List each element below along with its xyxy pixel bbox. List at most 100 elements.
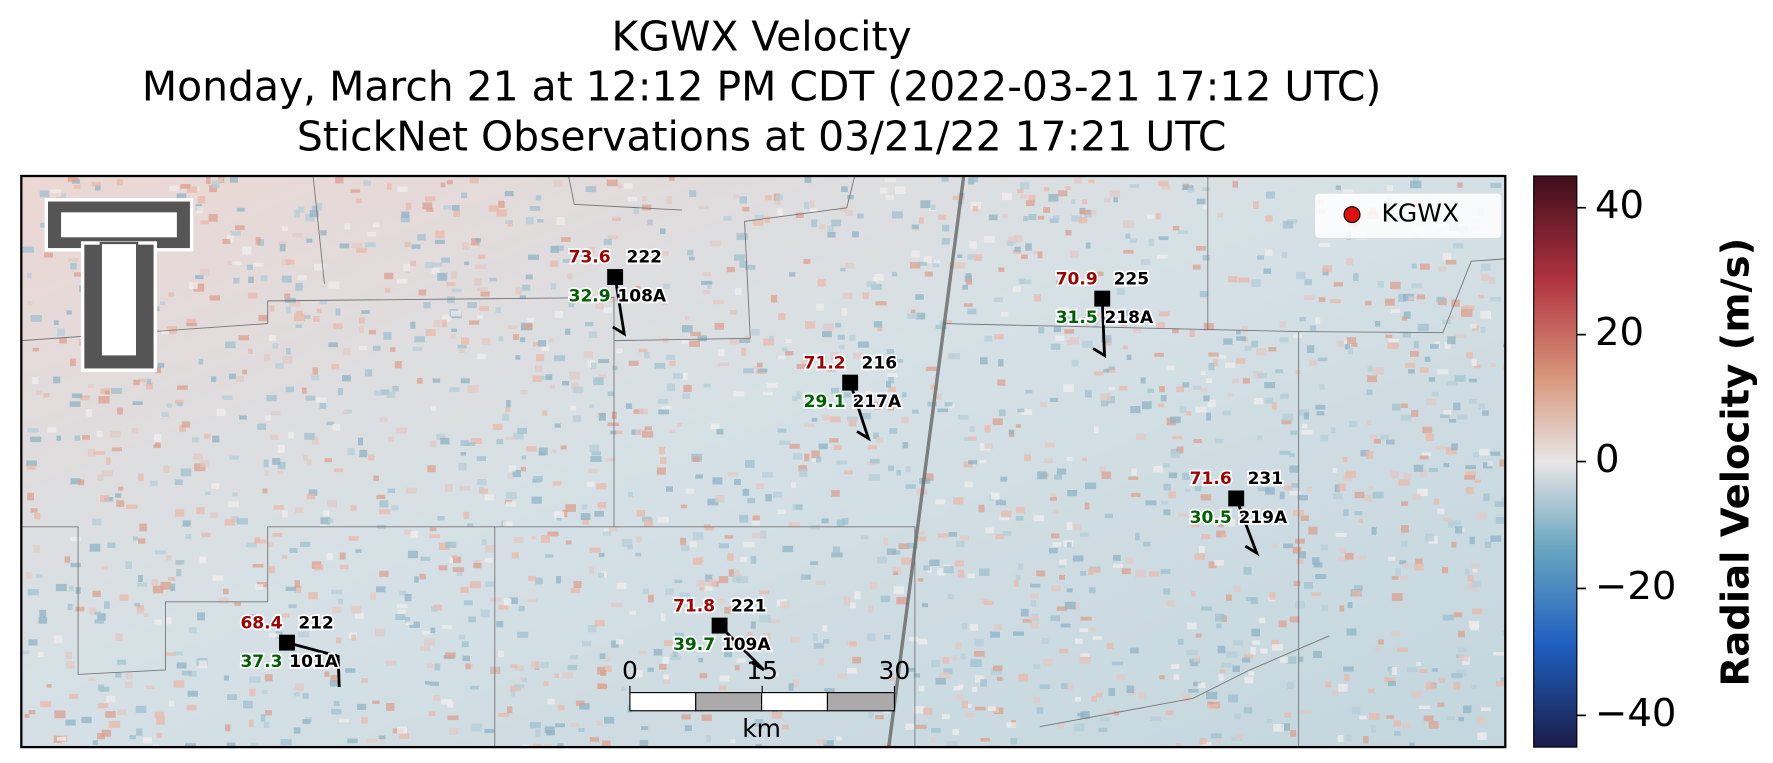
speckle <box>1354 491 1365 499</box>
speckle <box>1111 661 1124 666</box>
speckle <box>1303 412 1310 420</box>
speckle <box>330 674 338 682</box>
speckle <box>1175 743 1181 748</box>
speckle <box>1480 273 1489 282</box>
speckle <box>1084 502 1090 510</box>
speckle <box>74 435 81 441</box>
speckle <box>1442 517 1452 522</box>
speckle <box>86 409 93 417</box>
speckle <box>432 378 441 383</box>
speckle <box>1089 312 1099 318</box>
speckle <box>195 274 204 280</box>
speckle <box>1058 563 1065 569</box>
speckle <box>1411 283 1423 289</box>
speckle <box>532 375 542 382</box>
speckle <box>502 413 510 421</box>
speckle <box>105 390 110 395</box>
speckle <box>521 455 527 460</box>
speckle <box>739 339 751 343</box>
speckle <box>513 536 524 544</box>
speckle <box>508 465 516 472</box>
speckle <box>1409 351 1419 357</box>
speckle <box>519 337 526 343</box>
speckle <box>294 585 302 593</box>
speckle <box>964 275 972 283</box>
speckle <box>332 606 342 613</box>
speckle <box>1050 615 1061 622</box>
speckle <box>1088 179 1095 184</box>
speckle <box>994 624 1003 631</box>
speckle <box>1349 421 1358 428</box>
speckle <box>888 676 895 681</box>
speckle <box>1050 493 1057 498</box>
speckle <box>923 565 931 571</box>
speckle <box>225 724 231 732</box>
speckle <box>27 428 39 433</box>
speckle <box>957 569 965 578</box>
speckle <box>611 602 623 608</box>
speckle <box>1215 438 1224 444</box>
speckle <box>397 186 408 192</box>
speckle <box>1168 472 1178 479</box>
speckle <box>504 191 514 197</box>
speckle <box>498 604 509 610</box>
speckle <box>1057 722 1064 729</box>
speckle <box>75 606 85 612</box>
speckle <box>1232 181 1238 188</box>
speckle <box>272 532 283 537</box>
speckle <box>772 491 783 498</box>
speckle <box>1334 484 1341 493</box>
speckle <box>863 396 873 401</box>
speckle <box>227 260 236 266</box>
speckle <box>1367 365 1373 373</box>
speckle <box>70 263 77 270</box>
speckle <box>1391 575 1399 580</box>
speckle <box>1193 654 1200 662</box>
speckle <box>1129 238 1138 243</box>
speckle <box>485 544 495 553</box>
speckle <box>1228 694 1239 703</box>
speckle <box>833 445 842 451</box>
speckle <box>734 569 741 578</box>
speckle <box>540 661 549 669</box>
speckle <box>1150 716 1162 721</box>
speckle <box>822 331 832 338</box>
speckle <box>1082 199 1088 205</box>
speckle <box>1194 486 1202 492</box>
speckle <box>1445 447 1457 455</box>
speckle <box>738 637 749 644</box>
speckle <box>778 313 786 320</box>
speckle <box>734 479 741 486</box>
speckle <box>891 211 903 219</box>
speckle <box>1218 520 1224 528</box>
speckle <box>1064 329 1075 334</box>
speckle <box>1335 532 1347 537</box>
speckle <box>669 176 675 181</box>
speckle <box>1386 185 1394 192</box>
speckle <box>638 348 648 353</box>
speckle <box>554 311 564 318</box>
speckle <box>1293 334 1303 339</box>
speckle <box>226 742 236 748</box>
speckle <box>1345 258 1354 266</box>
speckle <box>1251 279 1262 287</box>
speckle <box>1157 403 1165 408</box>
speckle <box>1023 216 1028 222</box>
speckle <box>1208 352 1219 357</box>
speckle <box>595 302 604 310</box>
speckle <box>756 362 763 368</box>
speckle <box>573 581 582 588</box>
speckle <box>1080 209 1091 215</box>
speckle <box>1439 677 1446 683</box>
speckle <box>1125 233 1131 239</box>
speckle <box>99 686 110 692</box>
speckle <box>534 365 543 373</box>
speckle <box>707 283 712 289</box>
speckle <box>571 382 579 390</box>
speckle <box>850 602 856 609</box>
speckle <box>1170 416 1181 424</box>
speckle <box>1121 568 1131 575</box>
speckle <box>405 616 411 624</box>
speckle <box>591 362 597 369</box>
velocity-field <box>21 175 1506 748</box>
